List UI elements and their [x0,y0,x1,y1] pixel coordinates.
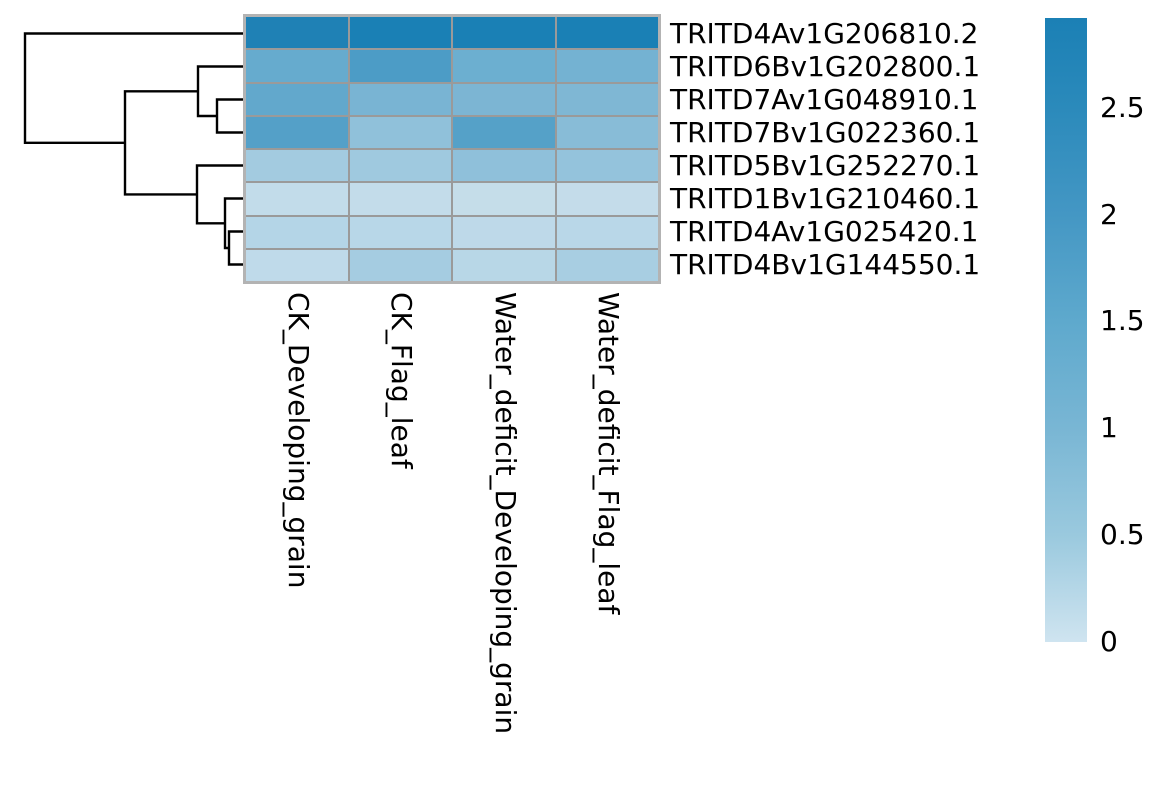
row-label: TRITD5Bv1G252270.1 [670,148,981,182]
heatmap-cell [556,150,658,182]
heatmap-cell [453,150,555,182]
heatmap-cell [556,116,658,148]
colorbar-tick-label: 1.5 [1100,304,1145,338]
colorbar-tick-label: 2.5 [1100,90,1145,124]
colorbar-gradient [1045,18,1087,642]
heatmap-cell [246,116,348,148]
row-label: TRITD1Bv1G210460.1 [670,181,981,215]
row-label: TRITD4Bv1G144550.1 [670,247,981,281]
heatmap-cell [246,83,348,115]
heatmap-cell [349,150,451,182]
heatmap-cell [246,150,348,182]
colorbar-tick-label: 0 [1100,625,1118,658]
heatmap-cell [453,17,555,49]
column-label: CK_Developing_grain [281,292,315,589]
heatmap-cell [246,216,348,248]
heatmap-cell [453,50,555,82]
heatmap-cell [556,183,658,215]
row-label: TRITD4Av1G025420.1 [670,214,979,248]
heatmap-cell [349,183,451,215]
heatmap-cell [349,216,451,248]
column-label: Water_deficit_Developing_grain [488,292,522,735]
heatmap-grid [243,14,661,284]
dendrogram-branch [23,32,244,145]
heatmap-cell [556,83,658,115]
heatmap-cell [349,50,451,82]
heatmap-cell [246,183,348,215]
dendrogram-branch [123,90,198,196]
dendrogram-branch [227,230,244,266]
row-label: TRITD4Av1G206810.2 [670,16,979,50]
heatmap-cell [453,249,555,281]
dendrogram-branch [196,65,244,118]
column-label: Water_deficit_Flag_leaf [592,292,626,615]
column-label: CK_Flag_leaf [385,292,419,469]
heatmap-cell [349,83,451,115]
dendrogram-branch [195,164,244,225]
row-dendrogram [23,32,244,266]
heatmap-cell [246,249,348,281]
colorbar-tick-label: 2 [1100,197,1118,231]
heatmap-cell [246,17,348,49]
heatmap-cell [453,183,555,215]
heatmap-cell [453,116,555,148]
row-label: TRITD6Bv1G202800.1 [670,49,981,83]
heatmap-cell [246,50,348,82]
heatmap-cell [349,17,451,49]
heatmap-cell [556,50,658,82]
heatmap-cell [556,216,658,248]
dendrogram-branch [223,197,244,250]
heatmap-cell [453,216,555,248]
row-label: TRITD7Bv1G022360.1 [670,115,981,149]
heatmap-cell [556,249,658,281]
row-label: TRITD7Av1G048910.1 [670,82,979,116]
heatmap-cell [453,83,555,115]
heatmap-cell [349,249,451,281]
heatmap-cell [556,17,658,49]
colorbar-tick-label: 0.5 [1100,518,1145,552]
heatmap-cell [349,116,451,148]
dendrogram-branch [215,98,244,134]
colorbar-tick-label: 1 [1100,411,1118,445]
